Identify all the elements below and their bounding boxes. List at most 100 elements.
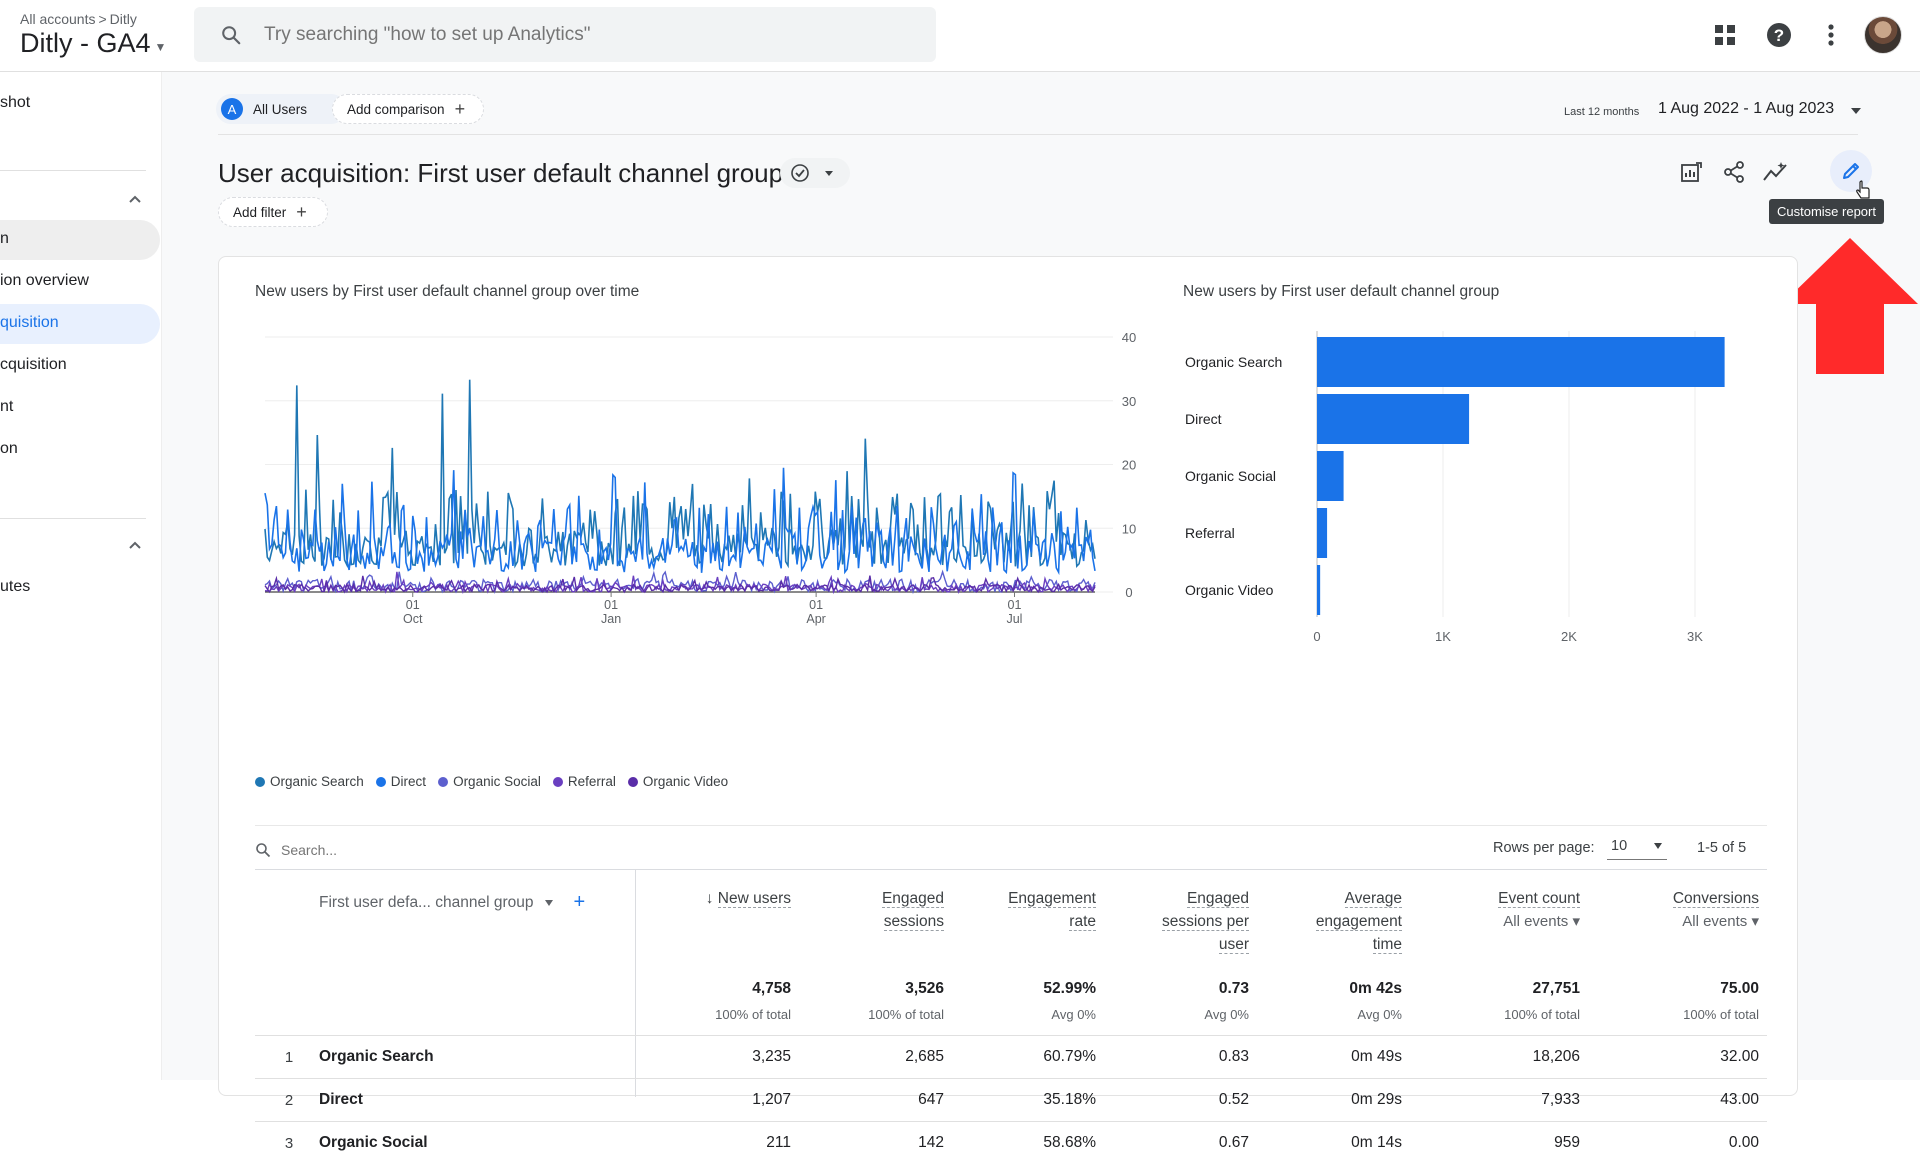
category-label: Referral [1185,525,1235,541]
table-row[interactable]: 3 Organic Social 211 142 58.68% 0.67 0m 14s 959… [255,1121,1767,1164]
search-input[interactable] [262,22,902,47]
table-row[interactable]: 2 Direct 1,207 647 35.18% 0.52 0m 29s 7,933 43.0… [255,1078,1767,1121]
x-tick-day: 01 [809,598,823,612]
dropdown-caret-icon[interactable] [1850,106,1862,116]
plus-icon: + [296,201,307,222]
line-chart-title: New users by First user default channel … [255,283,640,300]
breadcrumb-accounts[interactable]: All accounts [20,11,96,27]
metric-header[interactable]: Engaged sessions per user [1039,887,1249,956]
chevron-up-icon[interactable] [126,190,144,208]
series-line-organic-search [264,379,1096,569]
y-tick-label: 40 [1122,330,1136,345]
bar-organic-social [1317,451,1344,501]
metric-header[interactable]: Average engagement time [1179,887,1402,956]
metric-header-label: user [1218,936,1249,954]
metric-header-label: Event count [1498,890,1580,908]
metric-event-filter-label: All events [1503,913,1569,930]
table-cell: 18,206 [1532,1048,1580,1065]
help-icon[interactable]: ? [1762,18,1796,52]
legend-item[interactable]: Organic Video [627,774,729,789]
legend-item[interactable]: Organic Search [255,774,364,789]
category-label: Organic Video [1185,582,1274,598]
sidebar-item-engagement[interactable]: nt [0,398,14,415]
metric-header[interactable]: Engagement rate [919,887,1096,933]
series-line-organic-video [264,575,1096,594]
x-tick-label: 0 [1313,629,1320,644]
metric-header[interactable]: ↓ New users [659,887,791,910]
report-status-menu[interactable] [780,158,850,188]
account-breadcrumb[interactable]: All accounts > Ditly [20,11,137,27]
customise-report-pencil-icon[interactable] [1830,150,1872,192]
add-dimension-plus-icon[interactable]: + [573,891,586,913]
legend-swatch [255,776,265,787]
table-cell: 2,685 [905,1048,944,1065]
metric-header[interactable]: Event count All events ▾ [1359,887,1580,933]
legend-swatch [552,776,563,787]
metric-event-filter[interactable]: All events ▾ [1359,910,1580,933]
metric-header[interactable]: Engaged sessions [779,887,944,933]
user-avatar[interactable] [1864,16,1902,54]
chevron-up-icon[interactable] [126,536,144,554]
metric-header-label: Engaged [1186,890,1249,908]
metric-event-filter[interactable]: All events ▾ [1549,910,1759,933]
breadcrumb-account-name[interactable]: Ditly [109,11,137,27]
sidebar-item-acquisition-overview[interactable]: ion overview [0,272,89,289]
total-value: 0.73 [1218,980,1249,997]
sidebar-item-overview[interactable]: n [0,230,9,247]
sidebar-item-attributes[interactable]: utes [0,578,31,595]
total-subtext: Avg 0% [1051,1007,1096,1022]
property-selector[interactable]: Ditly - GA4 ▼ [20,28,166,59]
bar-chart-title: New users by First user default channel … [1183,283,1500,300]
sidebar-item-user-acquisition[interactable]: quisition [0,314,59,331]
sidebar-item-monetization[interactable]: on [0,440,18,457]
insights-icon[interactable] [1758,154,1794,190]
legend-item[interactable]: Direct [375,774,426,789]
segment-chip[interactable]: A All Users [216,94,346,124]
share-icon[interactable] [1716,154,1752,190]
metric-header-label: sessions per [1161,913,1249,931]
edit-comparisons-icon[interactable] [1674,154,1710,190]
metric-header-label: time [1372,936,1402,954]
apps-grid-icon[interactable] [1708,18,1742,52]
new-users-by-channel-chart[interactable]: Organic Search Direct Organic Social Referr… [1179,315,1739,770]
metric-header[interactable]: Conversions All events ▾ [1549,887,1759,933]
date-range-picker[interactable]: 1 Aug 2022 - 1 Aug 2023 [1658,100,1835,117]
date-range-caption: Last 12 months [1564,106,1640,118]
y-tick-label: 0 [1125,585,1132,600]
table-cell: 43.00 [1720,1091,1759,1108]
rows-per-page-select[interactable]: 10 [1607,832,1667,860]
legend-label: Organic Social [453,774,541,789]
dropdown-caret-icon: ▾ [1568,913,1580,930]
legend-item[interactable]: Organic Social [438,774,541,789]
search-bar[interactable] [194,7,936,62]
table-row[interactable]: 1 Organic Search 3,235 2,685 60.79% 0.83 0m 49… [255,1035,1767,1078]
bar-organic-video [1317,565,1321,615]
rows-per-page-value: 10 [1611,837,1628,854]
sort-arrow-icon[interactable]: ↓ [705,890,718,907]
legend-swatch [375,776,386,787]
table-cell: 211 [766,1134,791,1151]
customise-report-tooltip: Customise report [1769,199,1884,224]
legend-item[interactable]: Referral [552,774,616,789]
add-comparison-button[interactable]: Add comparison + [332,94,484,124]
x-tick-day: 01 [1008,598,1022,612]
metric-header-label: Conversions [1672,890,1759,908]
row-channel-name: Organic Search [319,1048,434,1065]
sidebar-item-traffic-acquisition[interactable]: cquisition [0,356,67,373]
total-subtext: 100% of total [1683,1007,1759,1022]
more-vert-icon[interactable] [1814,18,1848,52]
dropdown-caret-icon: ▼ [154,39,167,54]
table-cell: 0m 49s [1351,1048,1402,1065]
sidebar-item-overview-highlight [0,220,160,260]
dimension-column-header[interactable]: First user defa... channel group + [319,891,585,914]
table-cell: 1,207 [752,1091,791,1108]
line-chart-y-ticks: 40 30 20 10 0 [1122,330,1136,600]
x-tick-month: Jan [601,612,621,626]
row-channel-name: Organic Social [319,1134,428,1151]
legend-label: Organic Video [642,774,729,789]
property-name: Ditly - GA4 [20,28,151,58]
add-filter-button[interactable]: Add filter + [218,197,328,227]
table-search-input[interactable] [279,837,519,863]
sidebar-item-snapshot[interactable]: shot [0,94,31,111]
